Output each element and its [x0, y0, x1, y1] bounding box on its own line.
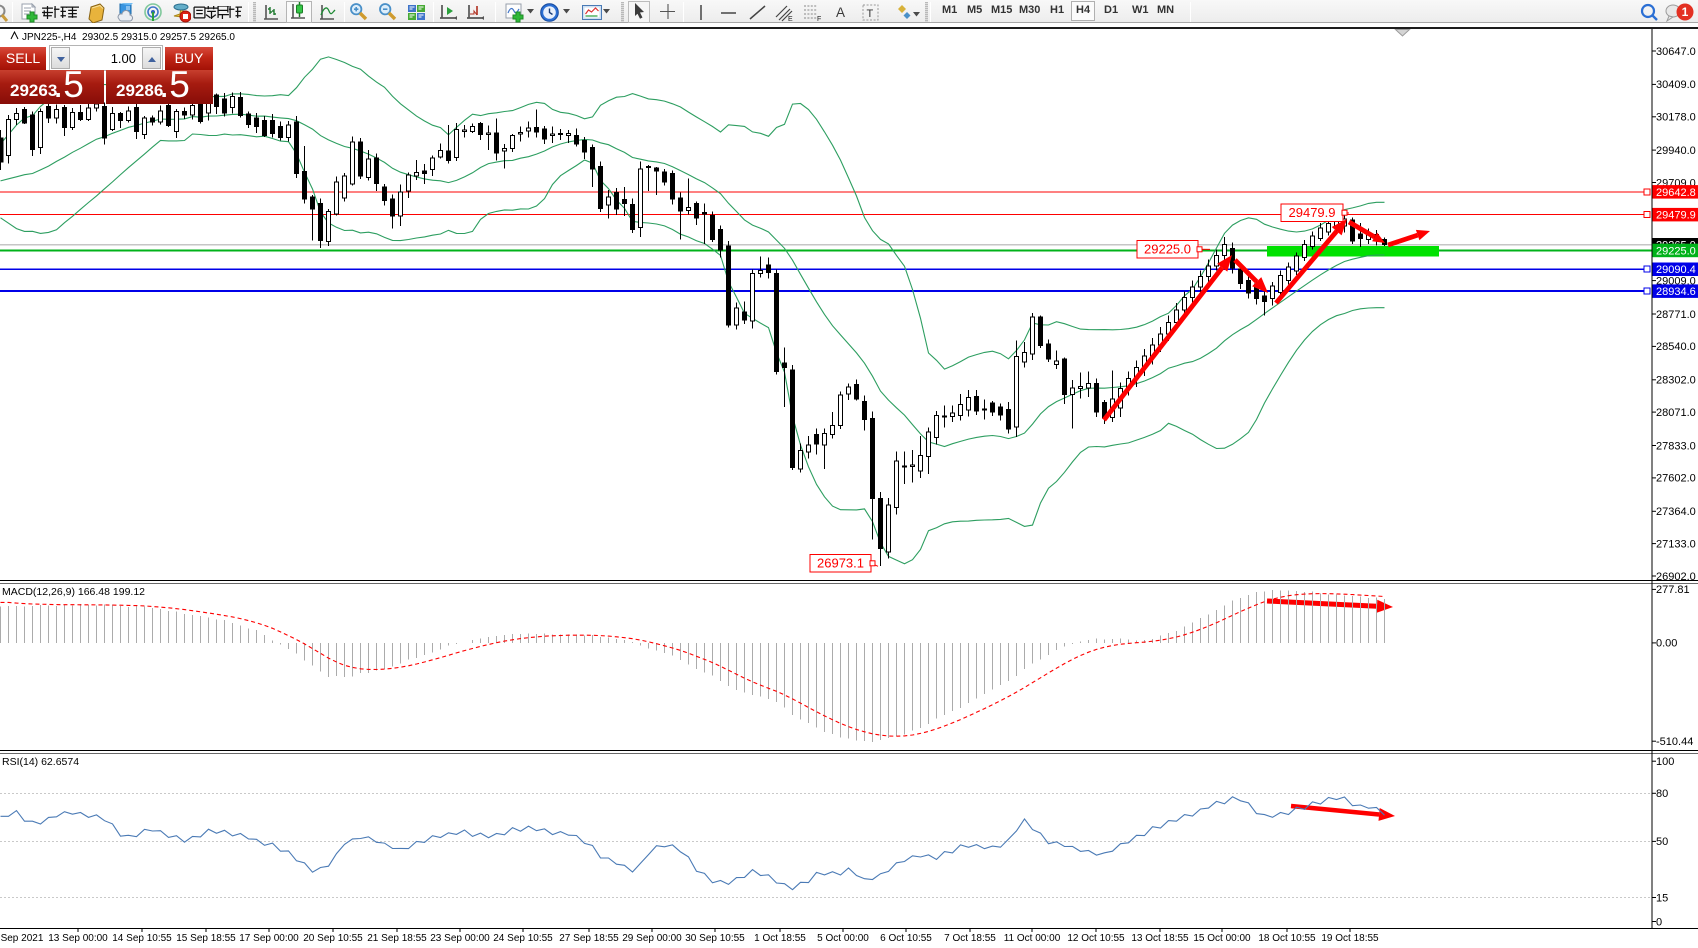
- svg-text:29642.8: 29642.8: [1656, 187, 1696, 199]
- svg-text:100: 100: [1656, 756, 1674, 768]
- svg-text:26973.1: 26973.1: [817, 556, 864, 571]
- svg-text:Sep 2021: Sep 2021: [1, 933, 44, 944]
- svg-text:29940.0: 29940.0: [1656, 145, 1696, 157]
- svg-text:30409.0: 30409.0: [1656, 79, 1696, 91]
- svg-text:1: 1: [1682, 5, 1689, 19]
- svg-text:T: T: [867, 8, 874, 20]
- svg-text:29 Sep 00:00: 29 Sep 00:00: [622, 933, 682, 944]
- svg-text:29225.0: 29225.0: [1656, 245, 1696, 257]
- svg-text:7 Oct 18:55: 7 Oct 18:55: [944, 933, 996, 944]
- svg-text:F: F: [817, 16, 821, 23]
- svg-text:17 Sep 00:00: 17 Sep 00:00: [239, 933, 299, 944]
- svg-text:27133.0: 27133.0: [1656, 538, 1696, 550]
- svg-text:15: 15: [1656, 892, 1668, 904]
- svg-text:28771.0: 28771.0: [1656, 309, 1696, 321]
- svg-text:277.81: 277.81: [1656, 584, 1690, 596]
- svg-text:20 Sep 10:55: 20 Sep 10:55: [303, 933, 363, 944]
- svg-text:19 Oct 18:55: 19 Oct 18:55: [1321, 933, 1379, 944]
- svg-text:1 Oct 18:55: 1 Oct 18:55: [754, 933, 806, 944]
- svg-text:28934.6: 28934.6: [1656, 286, 1696, 298]
- svg-text:27364.0: 27364.0: [1656, 506, 1696, 518]
- svg-text:30 Sep 10:55: 30 Sep 10:55: [685, 933, 745, 944]
- svg-text:6 Oct 10:55: 6 Oct 10:55: [880, 933, 932, 944]
- svg-text:28302.0: 28302.0: [1656, 375, 1696, 387]
- svg-text:28071.0: 28071.0: [1656, 407, 1696, 419]
- svg-text:29225.0: 29225.0: [1144, 242, 1191, 257]
- svg-text:12 Oct 10:55: 12 Oct 10:55: [1067, 933, 1125, 944]
- svg-text:0: 0: [1656, 916, 1662, 928]
- svg-text:13 Sep 00:00: 13 Sep 00:00: [48, 933, 108, 944]
- svg-text:26902.0: 26902.0: [1656, 571, 1696, 583]
- svg-text:23 Sep 00:00: 23 Sep 00:00: [430, 933, 490, 944]
- svg-text:-510.44: -510.44: [1656, 736, 1693, 748]
- svg-text:E: E: [788, 16, 793, 23]
- svg-text:29479.9: 29479.9: [1656, 210, 1696, 222]
- svg-text:29479.9: 29479.9: [1289, 205, 1336, 220]
- svg-text:21 Sep 18:55: 21 Sep 18:55: [367, 933, 427, 944]
- svg-text:MACD(12,26,9) 166.48 199.12: MACD(12,26,9) 166.48 199.12: [2, 586, 145, 598]
- svg-text:30178.0: 30178.0: [1656, 112, 1696, 124]
- svg-text:27833.0: 27833.0: [1656, 440, 1696, 452]
- svg-text:0.00: 0.00: [1656, 638, 1677, 650]
- svg-text:27 Sep 18:55: 27 Sep 18:55: [559, 933, 619, 944]
- svg-text:18 Oct 10:55: 18 Oct 10:55: [1258, 933, 1316, 944]
- svg-text:30647.0: 30647.0: [1656, 46, 1696, 58]
- svg-text:28540.0: 28540.0: [1656, 341, 1696, 353]
- svg-text:80: 80: [1656, 788, 1668, 800]
- svg-text:15 Oct 00:00: 15 Oct 00:00: [1193, 933, 1251, 944]
- svg-text:RSI(14) 62.6574: RSI(14) 62.6574: [2, 756, 79, 768]
- svg-text:13 Oct 18:55: 13 Oct 18:55: [1131, 933, 1189, 944]
- svg-text:29090.4: 29090.4: [1656, 264, 1696, 276]
- svg-text:50: 50: [1656, 836, 1668, 848]
- svg-text:11 Oct 00:00: 11 Oct 00:00: [1004, 933, 1061, 944]
- svg-text:15 Sep 18:55: 15 Sep 18:55: [176, 933, 236, 944]
- svg-text:14 Sep 10:55: 14 Sep 10:55: [112, 933, 172, 944]
- svg-text:24 Sep 10:55: 24 Sep 10:55: [493, 933, 553, 944]
- svg-text:27602.0: 27602.0: [1656, 473, 1696, 485]
- svg-text:5 Oct 00:00: 5 Oct 00:00: [817, 933, 869, 944]
